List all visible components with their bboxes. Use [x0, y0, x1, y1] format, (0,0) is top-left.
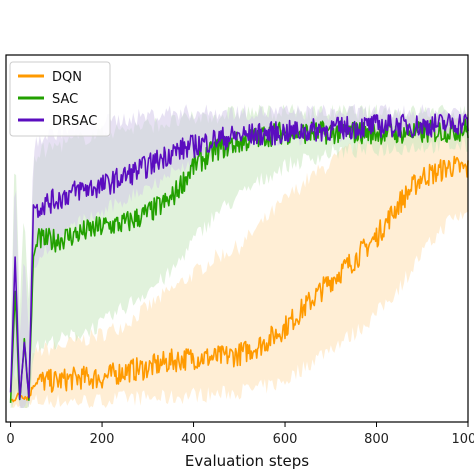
plot-frame: [5, 54, 469, 423]
band-dqn: [10, 111, 468, 408]
series-lines: [9, 113, 469, 403]
x-tick-label: 800: [364, 432, 389, 447]
legend-label-sac: SAC: [52, 92, 78, 107]
x-axis-label: Evaluation steps: [185, 452, 309, 470]
legend: DQN SAC DRSAC: [9, 61, 111, 137]
confidence-bands: [10, 104, 468, 408]
x-tick-label: 600: [273, 432, 298, 447]
x-tick-label: 1000: [451, 432, 474, 447]
x-tick-label: 400: [181, 432, 206, 447]
line-drsac: [9, 113, 469, 400]
x-tick-label: 0: [6, 432, 14, 447]
band-drsac: [10, 104, 468, 408]
x-axis-ticks: 0 200 400 600 800 1000: [6, 422, 474, 447]
x-tick-label: 200: [90, 432, 115, 447]
legend-box: [9, 61, 111, 137]
legend-label-drsac: DRSAC: [52, 114, 97, 129]
line-dqn: [9, 155, 469, 403]
legend-label-dqn: DQN: [52, 70, 82, 85]
